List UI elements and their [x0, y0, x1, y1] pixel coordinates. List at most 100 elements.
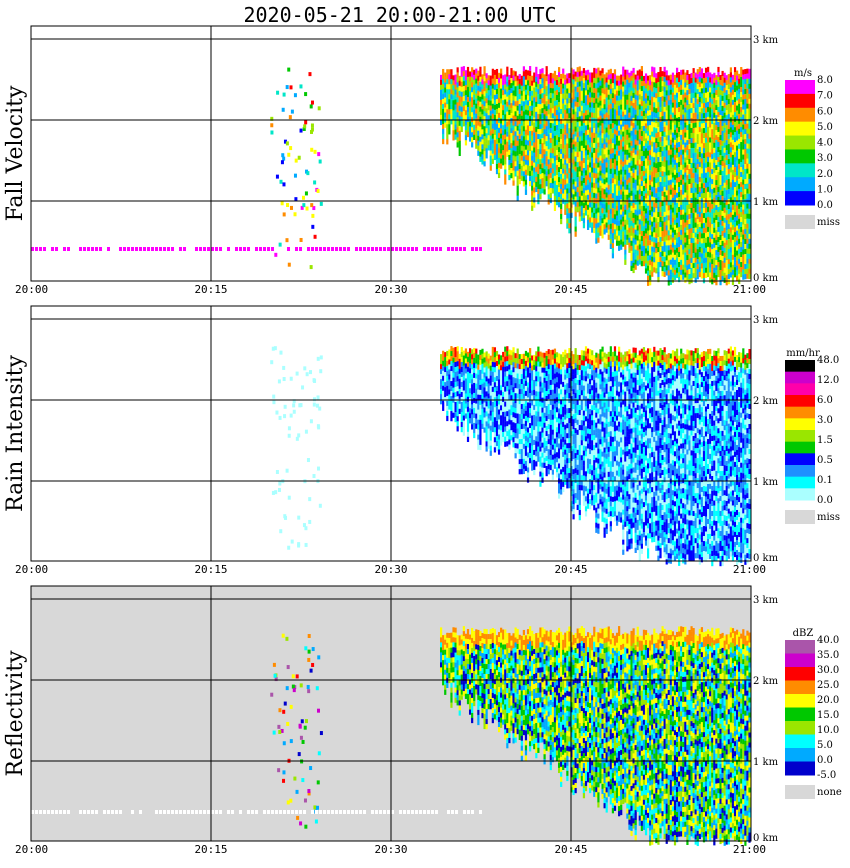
x-tick-label: 20:30: [374, 283, 407, 296]
legend-label: 3.0: [817, 153, 833, 164]
height-tick-label: 1 km: [753, 197, 779, 208]
legend-label: 20.0: [817, 695, 839, 706]
legend: m/s 8.0 7.0 6.0 5.0 4.0 3.0 2.0 1.0 0.0 miss: [785, 68, 840, 229]
legend-unit: m/s: [794, 68, 812, 79]
legend-label: 2.0: [817, 169, 833, 180]
x-tick-label: 20:45: [554, 563, 587, 576]
chart-title: 2020-05-21 20:00-21:00 UTC: [243, 3, 556, 27]
legend-swatch: [785, 748, 815, 762]
height-tick-label: 0 km: [753, 273, 779, 284]
legend-miss-label: none: [817, 787, 842, 798]
panel-frame: [30, 305, 752, 562]
precipitation-field: [31, 66, 751, 286]
legend-label: 1.0: [817, 184, 833, 195]
legend-label: 1.5: [817, 435, 833, 446]
legend-swatch: [785, 465, 815, 478]
x-tick-label: 20:15: [194, 563, 227, 576]
legend-unit: mm/hr: [786, 348, 820, 359]
legend-label: 40.0: [817, 635, 839, 646]
legend-swatch: [785, 149, 815, 164]
y-axis-label: Fall Velocity: [3, 85, 28, 221]
legend-label: 35.0: [817, 650, 839, 661]
y-axis-label: Reflectivity: [3, 650, 28, 777]
legend-swatch: [785, 761, 815, 776]
height-tick-label: 0 km: [753, 833, 779, 844]
legend-label: 0.0: [817, 495, 833, 506]
x-tick-label: 20:00: [15, 283, 48, 296]
legend-miss-swatch: [785, 785, 815, 799]
x-tick-label: 21:00: [733, 283, 766, 296]
panel-reflectivity: 20:00 20:15 20:30 20:45 21:000 km 1 km 2 km 3 k…: [3, 585, 842, 856]
x-tick-label: 20:45: [554, 843, 587, 856]
legend-label: 5.0: [817, 740, 833, 751]
height-tick-label: 1 km: [753, 757, 779, 768]
legend-label: 4.0: [817, 138, 833, 149]
height-tick-label: 0 km: [753, 553, 779, 564]
legend-label: 0.1: [817, 475, 833, 486]
x-tick-label: 21:00: [733, 563, 766, 576]
height-tick-label: 1 km: [753, 477, 779, 488]
legend-swatch: [785, 395, 815, 408]
legend-swatch: [785, 371, 815, 384]
legend-swatch: [785, 441, 815, 454]
y-axis-label: Rain Intensity: [3, 354, 28, 511]
legend-label: 12.0: [817, 375, 839, 386]
legend-swatch: [785, 707, 815, 722]
panel-rain-intensity: 20:00 20:15 20:30 20:45 21:000 km 1 km 2 km 3 k…: [3, 305, 840, 576]
legend-label: 3.0: [817, 415, 833, 426]
legend-miss-label: miss: [817, 217, 840, 228]
legend-swatch: [785, 653, 815, 668]
legend-label: 30.0: [817, 665, 839, 676]
legend-miss-swatch: [785, 510, 815, 524]
height-tick-label: 3 km: [753, 315, 779, 326]
legend-swatch: [785, 93, 815, 109]
legend-label: 15.0: [817, 710, 839, 721]
legend-swatch: [785, 453, 815, 466]
legend-miss-label: miss: [817, 512, 840, 523]
x-tick-label: 20:45: [554, 283, 587, 296]
legend-swatch: [785, 383, 815, 396]
legend-swatch: [785, 694, 815, 708]
legend-swatch: [785, 177, 815, 192]
height-tick-label: 2 km: [753, 676, 779, 687]
height-tick-label: 2 km: [753, 116, 779, 127]
legend-swatch: [785, 80, 815, 95]
grid: [31, 306, 751, 561]
x-tick-label: 20:15: [194, 843, 227, 856]
legend-label: 6.0: [817, 395, 833, 406]
legend-label: 0.5: [817, 455, 833, 466]
grid: [31, 26, 751, 281]
x-tick-label: 20:00: [15, 563, 48, 576]
legend-swatch: [785, 163, 815, 178]
panel-frame: [30, 25, 752, 282]
legend-label: 0.0: [817, 200, 833, 211]
legend-swatch: [785, 135, 815, 150]
x-tick-label: 20:30: [374, 563, 407, 576]
legend-swatch: [785, 406, 815, 419]
legend-swatch: [785, 734, 815, 749]
legend-swatch: [785, 667, 815, 681]
height-tick-label: 2 km: [753, 396, 779, 407]
precipitation-field: [31, 626, 751, 847]
x-tick-label: 20:00: [15, 843, 48, 856]
legend-miss-swatch: [785, 215, 815, 229]
height-tick-label: 3 km: [753, 35, 779, 46]
legend-swatch: [785, 107, 815, 123]
legend-label: 0.0: [817, 755, 833, 766]
legend-label: 7.0: [817, 91, 833, 102]
legend-swatch: [785, 640, 815, 654]
legend-swatch: [785, 680, 815, 695]
panel-frame: [30, 585, 752, 842]
grid: [31, 586, 751, 841]
legend-swatch: [785, 430, 815, 443]
x-tick-label: 20:15: [194, 283, 227, 296]
legend-swatch: [785, 488, 815, 501]
legend-label: 10.0: [817, 725, 839, 736]
legend-label: 5.0: [817, 122, 833, 133]
legend-swatch: [785, 721, 815, 735]
precipitation-field: [270, 346, 751, 567]
legend-swatch: [785, 360, 815, 373]
